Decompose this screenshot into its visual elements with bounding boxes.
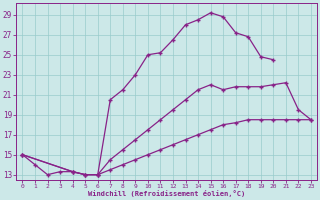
X-axis label: Windchill (Refroidissement éolien,°C): Windchill (Refroidissement éolien,°C)	[88, 190, 245, 197]
